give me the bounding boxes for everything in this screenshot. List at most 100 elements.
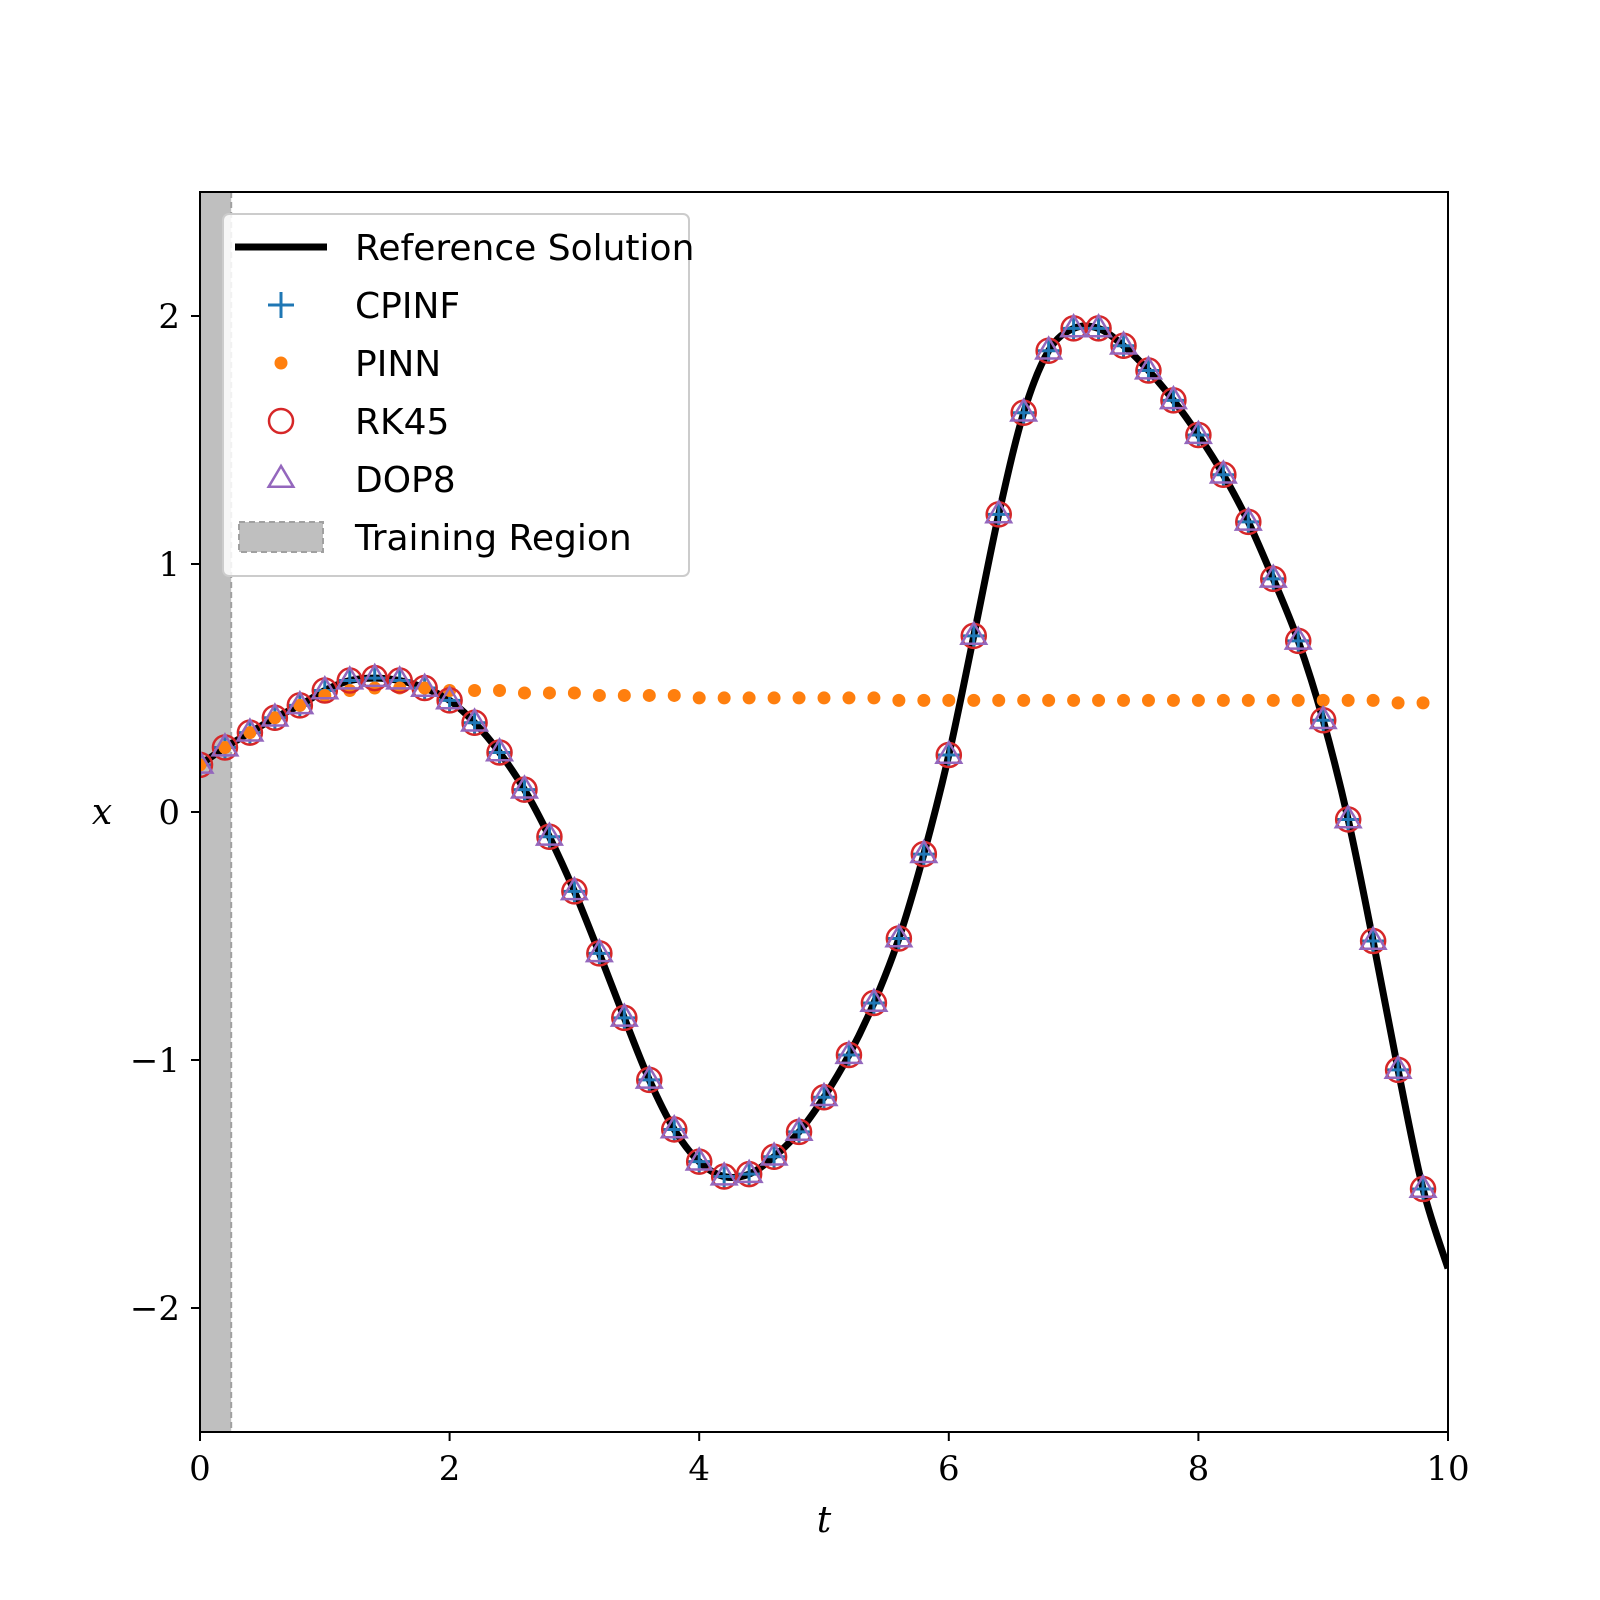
pinn-point: [1341, 693, 1355, 707]
pinn-point: [567, 686, 581, 700]
pinn-point: [867, 691, 881, 705]
pinn-point: [268, 711, 282, 725]
dop8-point: [1034, 335, 1064, 360]
pinn-point: [692, 691, 706, 705]
dop8-point: [959, 620, 989, 645]
y-axis-label: x: [92, 792, 112, 833]
dop8-point: [559, 875, 589, 901]
dop8-point: [1208, 459, 1238, 484]
dop8-point: [784, 1116, 814, 1141]
y-tick-label: 1: [158, 545, 180, 585]
pinn-point: [617, 688, 631, 702]
legend-label: Training Region: [354, 518, 632, 559]
pinn-point: [992, 693, 1006, 707]
dop8-point: [484, 737, 515, 762]
dop8-point: [1084, 312, 1114, 338]
pinn-point: [1191, 693, 1205, 707]
pinn-point: [542, 686, 556, 700]
legend-label: Reference Solution: [355, 228, 694, 269]
legend-marker-swatch: [268, 292, 294, 318]
pinn-point: [1241, 693, 1255, 707]
pinn-point: [1316, 693, 1330, 707]
y-tick-label: 0: [158, 793, 180, 833]
dop8-point: [734, 1158, 764, 1184]
dop8-point: [235, 717, 265, 742]
pinn-point: [1391, 696, 1405, 710]
dop8-point: [335, 665, 365, 690]
dop8-point: [385, 665, 415, 690]
pinn-point: [792, 691, 806, 705]
y-tick-label: −2: [130, 1289, 180, 1329]
pinn-point: [517, 686, 531, 700]
dop8-point: [460, 707, 490, 732]
legend-label: PINN: [355, 344, 441, 385]
pinn-point: [493, 683, 507, 697]
dop8-point: [285, 689, 315, 715]
pinn-point: [1117, 693, 1131, 707]
legend-item: PINN: [274, 344, 441, 385]
dop8-point: [435, 684, 465, 710]
rk45-point: [200, 751, 214, 779]
pinn-point: [817, 691, 831, 705]
dop8-point: [909, 838, 939, 864]
dop8-point: [934, 739, 964, 765]
dop8-point: [834, 1039, 864, 1065]
pinn-point: [742, 691, 756, 705]
dop8-point: [984, 498, 1014, 524]
pinn-point: [1141, 693, 1155, 707]
dop8-point: [634, 1064, 664, 1089]
dop8-point: [609, 1002, 639, 1027]
dop8-point: [659, 1113, 689, 1139]
pinn-point: [468, 683, 482, 697]
legend-marker-swatch: [267, 407, 295, 435]
pinn-point: [1067, 693, 1081, 707]
pinn-point: [842, 691, 856, 705]
dop8-point: [260, 702, 290, 727]
pinn-point: [942, 693, 956, 707]
dop8-point: [1183, 419, 1213, 445]
dop8-point: [759, 1141, 789, 1166]
legend-item: Reference Solution: [235, 228, 694, 269]
series-dop8: [200, 312, 1438, 1199]
pinn-point: [717, 691, 731, 705]
pinn-point: [642, 688, 656, 702]
dop8-point: [1333, 803, 1363, 829]
pinn-point: [917, 693, 931, 707]
dop8-point: [809, 1081, 839, 1107]
dop8-point: [410, 672, 440, 698]
legend-item: Training Region: [238, 518, 632, 559]
pinn-point: [1216, 693, 1230, 707]
dop8-point: [684, 1146, 714, 1171]
legend: Reference Solution CPINF PINN RK45 DOP8 Train…: [222, 213, 694, 577]
dop8-point: [709, 1161, 739, 1186]
pinn-point: [418, 681, 432, 695]
x-tick-label: 4: [688, 1449, 710, 1489]
legend-label: RK45: [355, 402, 449, 443]
dop8-point: [310, 675, 340, 700]
dop8-point: [1233, 506, 1263, 531]
axes: 0 2 4 6 8 10 −2 −1 0 1 2: [130, 191, 1470, 1489]
legend-item: DOP8: [266, 460, 456, 501]
pinn-point: [1291, 693, 1305, 707]
dop8-point: [1258, 563, 1288, 588]
pinn-point: [1416, 696, 1430, 710]
dop8-point: [1308, 704, 1338, 730]
dop8-point: [1108, 330, 1139, 355]
pinn-point: [1092, 693, 1106, 707]
dop8-point: [509, 774, 540, 799]
x-tick-label: 0: [189, 1449, 211, 1489]
dop8-point: [884, 923, 914, 948]
legend-patch-swatch: [238, 521, 324, 553]
legend-marker-swatch: [274, 356, 288, 370]
pinn-point: [1266, 693, 1280, 707]
dop8-point: [1158, 384, 1188, 410]
legend-marker-swatch: [266, 463, 296, 489]
pinn-point: [767, 691, 781, 705]
pinn-point: [243, 726, 257, 740]
dop8-point: [1283, 625, 1313, 650]
y-tick-label: 2: [158, 297, 180, 337]
pinn-point: [1366, 693, 1380, 707]
pinn-point: [318, 688, 332, 702]
dop8-point: [534, 821, 564, 846]
